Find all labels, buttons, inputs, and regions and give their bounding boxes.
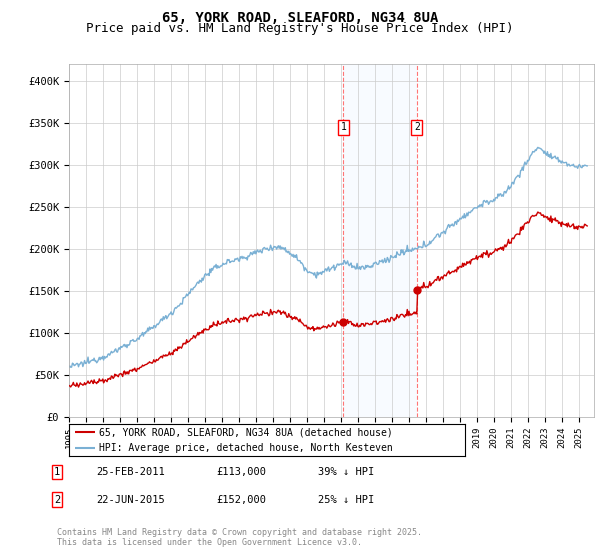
Text: £113,000: £113,000 xyxy=(216,467,266,477)
Text: 1: 1 xyxy=(340,123,346,132)
Text: Price paid vs. HM Land Registry's House Price Index (HPI): Price paid vs. HM Land Registry's House … xyxy=(86,22,514,35)
Text: 2: 2 xyxy=(54,494,60,505)
Text: HPI: Average price, detached house, North Kesteven: HPI: Average price, detached house, Nort… xyxy=(98,444,392,453)
Bar xyxy=(343,64,417,417)
Text: 65, YORK ROAD, SLEAFORD, NG34 8UA: 65, YORK ROAD, SLEAFORD, NG34 8UA xyxy=(162,11,438,25)
Text: 22-JUN-2015: 22-JUN-2015 xyxy=(96,494,165,505)
Text: 2: 2 xyxy=(414,123,420,132)
Text: 25% ↓ HPI: 25% ↓ HPI xyxy=(318,494,374,505)
Text: 39% ↓ HPI: 39% ↓ HPI xyxy=(318,467,374,477)
Text: Contains HM Land Registry data © Crown copyright and database right 2025.
This d: Contains HM Land Registry data © Crown c… xyxy=(57,528,422,547)
Text: £152,000: £152,000 xyxy=(216,494,266,505)
Text: 25-FEB-2011: 25-FEB-2011 xyxy=(96,467,165,477)
Text: 65, YORK ROAD, SLEAFORD, NG34 8UA (detached house): 65, YORK ROAD, SLEAFORD, NG34 8UA (detac… xyxy=(98,427,392,437)
Text: 1: 1 xyxy=(54,467,60,477)
